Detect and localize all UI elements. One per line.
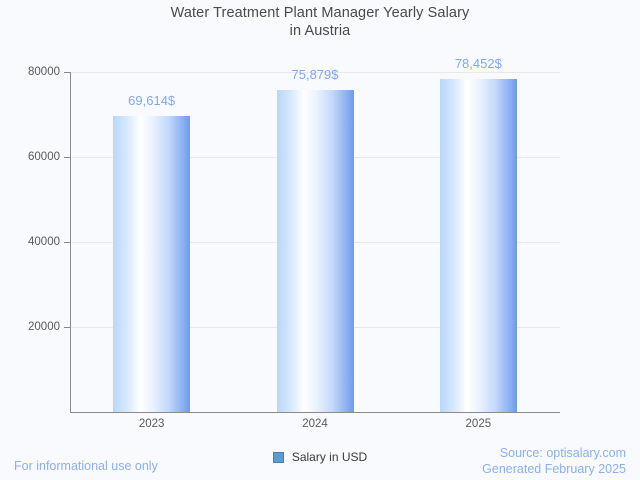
y-axis-tick-mark — [64, 157, 70, 158]
legend-swatch-icon — [272, 451, 284, 463]
chart-title-line-2: in Austria — [289, 23, 351, 39]
bar-2023[interactable] — [113, 116, 191, 412]
chart-title: Water Treatment Plant Manager Yearly Sal… — [0, 4, 640, 40]
y-axis-line — [70, 72, 71, 413]
footer-source: Source: optisalary.com — [499, 446, 626, 460]
y-axis-tick-label: 40000 — [28, 236, 60, 248]
x-axis-category-label-2025: 2025 — [465, 418, 492, 430]
bar-value-label-2023: 69,614$ — [128, 93, 176, 109]
chart-title-line-1: Water Treatment Plant Manager Yearly Sal… — [170, 5, 470, 21]
chart-legend: Salary in USD — [0, 450, 640, 464]
x-axis-line — [70, 412, 560, 413]
y-axis-tick-label: 20000 — [28, 321, 60, 333]
bar-2025[interactable] — [439, 78, 517, 412]
y-axis-tick-mark — [64, 327, 70, 328]
y-axis-tick-mark — [64, 242, 70, 243]
footer-source-block: Source: optisalary.com Generated Februar… — [482, 445, 626, 477]
legend-item-label: Salary in USD — [291, 450, 368, 464]
footer-generated: Generated February 2025 — [482, 462, 626, 476]
bar-value-label-2024: 75,879$ — [291, 66, 339, 82]
x-axis-category-label-2024: 2024 — [302, 418, 328, 430]
y-axis-tick-label: 80000 — [28, 66, 60, 78]
footer-disclaimer: For informational use only — [14, 459, 158, 473]
bar-value-label-2025: 78,452$ — [454, 55, 502, 71]
gridline — [70, 72, 560, 73]
y-axis-tick-label: 60000 — [28, 151, 60, 163]
bar-2024[interactable] — [276, 89, 354, 412]
x-axis-category-label-2023: 2023 — [138, 418, 165, 430]
plot-area — [70, 72, 560, 412]
y-axis-tick-mark — [64, 72, 70, 73]
